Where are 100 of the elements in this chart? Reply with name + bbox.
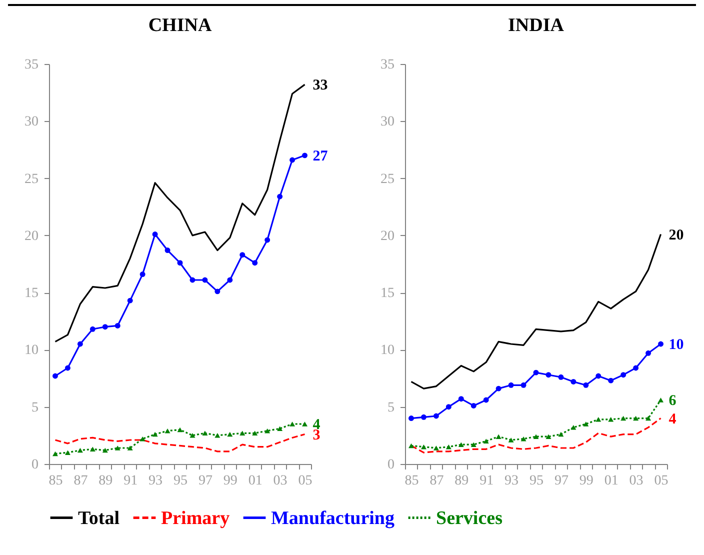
legend-label: Primary	[161, 508, 230, 529]
point	[64, 450, 70, 455]
x-tick-label: 89	[98, 474, 113, 488]
point	[620, 416, 626, 421]
point	[508, 438, 514, 442]
legend-label: Manufacturing	[271, 508, 395, 529]
x-tick-label: 99	[223, 474, 238, 488]
point	[127, 298, 133, 304]
point	[458, 442, 464, 447]
point	[202, 430, 208, 436]
y-tick-label: 10	[380, 343, 394, 358]
point	[608, 417, 614, 422]
line-series	[54, 433, 306, 452]
point	[496, 386, 502, 392]
point	[127, 446, 133, 450]
point	[533, 370, 539, 376]
point	[152, 232, 158, 238]
x-tick-label: 87	[430, 474, 444, 488]
line-series	[410, 233, 662, 390]
point	[583, 382, 589, 388]
point	[508, 382, 514, 388]
point	[90, 326, 96, 332]
y-tick-label: 30	[380, 114, 394, 130]
point	[190, 277, 196, 283]
point	[546, 434, 552, 439]
data-label: 20	[668, 227, 684, 244]
y-tick-label: 10	[24, 343, 38, 358]
point	[252, 260, 258, 266]
point	[408, 443, 414, 448]
point	[646, 350, 652, 356]
point	[496, 434, 502, 439]
point	[658, 398, 664, 402]
point	[277, 426, 283, 431]
point	[533, 434, 539, 439]
data-label: 27	[312, 148, 328, 164]
point	[214, 288, 220, 294]
x-tick-label: 05	[298, 474, 312, 488]
x-tick-label: 85	[404, 474, 419, 488]
point	[302, 152, 308, 158]
data-label: 4	[668, 411, 677, 428]
y-tick-label: 20	[380, 228, 394, 244]
legend-label: Services	[436, 508, 502, 529]
x-tick-label: 85	[48, 474, 63, 488]
line-series	[410, 417, 662, 454]
point	[420, 444, 426, 450]
data-label: 10	[668, 337, 684, 353]
x-tick-label: 91	[124, 474, 138, 488]
x-tick-label: 97	[198, 474, 212, 488]
x-tick-label: 03	[629, 474, 644, 488]
x-tick-label: 87	[74, 474, 88, 488]
point	[646, 416, 652, 421]
point	[264, 237, 270, 243]
x-tick-label: 97	[554, 474, 568, 488]
point	[633, 416, 639, 421]
point	[114, 322, 120, 328]
point	[164, 248, 170, 254]
point	[102, 448, 108, 453]
point	[520, 382, 526, 388]
point	[420, 414, 426, 420]
point	[190, 433, 196, 438]
point	[52, 451, 58, 456]
data-label: 6	[668, 393, 677, 409]
point	[596, 417, 602, 422]
point	[290, 157, 296, 163]
point	[433, 446, 439, 450]
point	[90, 446, 96, 452]
x-tick-label: 95	[530, 474, 544, 488]
y-tick-label: 35	[380, 58, 394, 72]
point	[470, 402, 476, 408]
y-tick-label: 15	[24, 286, 38, 302]
point	[177, 260, 183, 266]
y-tick-label: 0	[388, 458, 394, 472]
chart-title: CHINA	[148, 15, 212, 36]
y-tick-label: 20	[24, 228, 38, 244]
point	[214, 433, 220, 438]
point	[583, 422, 589, 426]
y-tick-label: 25	[380, 172, 394, 187]
point	[483, 438, 489, 444]
point	[570, 378, 576, 384]
point	[252, 430, 258, 436]
point	[658, 341, 664, 347]
y-tick-label: 30	[24, 114, 38, 130]
x-tick-label: 01	[604, 474, 618, 488]
point	[240, 252, 246, 258]
point	[202, 277, 208, 283]
point	[240, 430, 246, 436]
point	[114, 446, 120, 450]
y-tick-label: 5	[388, 400, 394, 416]
point	[290, 422, 296, 426]
point	[152, 432, 158, 437]
point	[596, 373, 602, 379]
x-tick-label: 03	[273, 474, 288, 488]
point	[302, 422, 308, 426]
point	[458, 396, 464, 402]
point	[558, 374, 564, 380]
point	[470, 442, 476, 447]
point	[408, 416, 414, 422]
point	[446, 404, 452, 410]
x-tick-label: 99	[579, 474, 594, 488]
y-tick-label: 15	[380, 286, 394, 302]
